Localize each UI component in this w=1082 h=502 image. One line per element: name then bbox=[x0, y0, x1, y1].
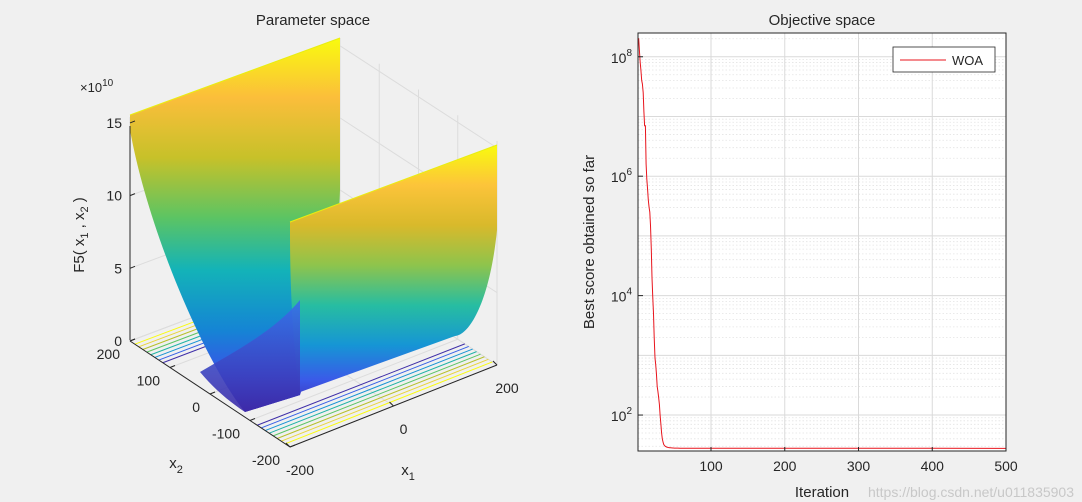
z-tick-label: 5 bbox=[114, 260, 122, 276]
surface-plot-panel: Parameter space 0 5 10 15 ×1010 F5( x1 , x2… bbox=[71, 12, 519, 483]
x2-tick-label: 200 bbox=[97, 346, 121, 362]
score-ticks: 102 104 106 108 bbox=[611, 48, 643, 424]
x1-axis: -200 0 200 x1 bbox=[285, 360, 519, 483]
x2-axis-label: x2 bbox=[169, 455, 183, 476]
contour-line bbox=[261, 345, 469, 429]
contour-line bbox=[269, 351, 477, 434]
convergence-plot-panel: Objective space 100 200 300 400 500 10210410… bbox=[581, 12, 1018, 501]
x1-tick-label: 200 bbox=[495, 380, 519, 396]
convergence-plot-title: Objective space bbox=[769, 12, 876, 29]
x1-tick-label: -200 bbox=[286, 462, 314, 478]
z-axis-label: F5( x1 , x2 ) bbox=[71, 197, 91, 273]
watermark: https://blog.csdn.net/u011835903 bbox=[867, 484, 1074, 500]
convergence-plot-area bbox=[638, 33, 1006, 451]
iteration-tick-label: 200 bbox=[773, 458, 797, 474]
z-axis: 0 5 10 15 ×1010 F5( x1 , x2 ) bbox=[71, 78, 136, 349]
convergence-plot-frame bbox=[637, 32, 1007, 452]
score-tick-label: 106 bbox=[611, 167, 633, 185]
contour-line bbox=[285, 361, 493, 445]
x1-tick-label: 0 bbox=[400, 421, 408, 437]
iteration-tick-label: 300 bbox=[847, 458, 871, 474]
surface-plot-title: Parameter space bbox=[256, 12, 370, 29]
iteration-axis-label: Iteration bbox=[795, 484, 849, 501]
z-tick-label: 10 bbox=[106, 188, 122, 204]
score-axis-label: Best score obtained so far bbox=[581, 155, 598, 329]
x2-tick bbox=[169, 365, 176, 368]
iteration-ticks: 100 200 300 400 500 bbox=[699, 447, 1018, 474]
x1-tick bbox=[389, 401, 394, 407]
x1-tick bbox=[492, 360, 498, 366]
iteration-tick-label: 400 bbox=[921, 458, 945, 474]
legend-label-woa: WOA bbox=[952, 53, 983, 68]
surface-trough-bottom bbox=[200, 300, 300, 412]
surface-mesh bbox=[129, 37, 498, 412]
z-axis-exponent: ×1010 bbox=[80, 78, 114, 95]
iteration-tick-label: 500 bbox=[994, 458, 1018, 474]
contour-line bbox=[281, 358, 489, 442]
surface-front-top-edge bbox=[289, 144, 498, 223]
score-tick-label: 104 bbox=[611, 287, 633, 305]
x2-tick bbox=[129, 338, 136, 342]
x1-tick bbox=[285, 442, 291, 448]
z-tick bbox=[129, 265, 136, 269]
contour-line bbox=[257, 343, 465, 426]
z-axis-exponent-power: 10 bbox=[102, 78, 114, 89]
x2-axis: -200 -100 0 100 200 x2 bbox=[97, 338, 296, 476]
x2-tick-label: -200 bbox=[252, 452, 280, 468]
z-tick-label: 15 bbox=[106, 115, 122, 131]
z-tick bbox=[129, 120, 136, 124]
contour-line bbox=[277, 356, 485, 439]
x2-tick-label: -100 bbox=[212, 426, 240, 442]
score-tick-label: 108 bbox=[611, 48, 633, 66]
legend: WOA bbox=[892, 46, 996, 73]
x2-tick-label: 100 bbox=[137, 373, 161, 389]
iteration-tick-label: 100 bbox=[699, 458, 723, 474]
convergence-series bbox=[638, 38, 1007, 449]
x2-tick bbox=[209, 391, 216, 395]
surface-front-right-wall bbox=[245, 145, 497, 412]
contour-line bbox=[273, 353, 481, 437]
series-line-woa bbox=[638, 38, 1007, 449]
x2-tick-label: 0 bbox=[192, 399, 200, 415]
z-tick bbox=[129, 193, 136, 197]
contour-line bbox=[265, 348, 473, 432]
x2-tick bbox=[249, 418, 256, 421]
surface-top-edge bbox=[129, 37, 341, 116]
score-tick-label: 102 bbox=[611, 406, 633, 424]
x1-axis-label: x1 bbox=[401, 462, 415, 483]
z-tick-label: 0 bbox=[114, 333, 122, 349]
